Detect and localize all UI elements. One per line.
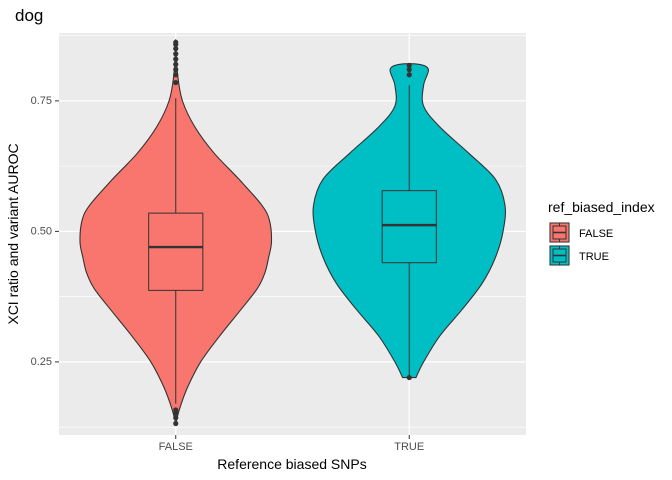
x-tick-label: TRUE [394,441,424,453]
y-tick-label: 0.75 [31,95,52,107]
outlier-point [173,66,179,73]
outlier-point [173,415,179,421]
x-tick-label: FALSE [159,441,193,453]
legend-key-true [549,245,570,266]
outlier-point [173,407,179,413]
outlier-point [173,56,179,62]
chart-title: dog [15,6,43,25]
outlier-point [406,66,412,73]
outlier-point [173,79,179,86]
outlier-point [173,39,179,45]
outlier-point [406,62,412,68]
outlier-point [173,51,179,57]
outlier-point [173,61,179,67]
x-axis-title: Reference biased SNPs [217,456,366,472]
outlier-point [406,72,412,78]
axis-ticks [55,100,410,439]
outlier-point [173,72,179,78]
y-tick-label: 0.25 [31,356,52,368]
outlier-points [173,39,412,427]
legend-title: ref_biased_index [548,199,655,215]
legend-label-true: TRUE [579,251,609,263]
y-axis-title: XCI ratio and variant AUROC [5,143,21,324]
legend: ref_biased_index FALSE TRUE [548,199,655,266]
legend-label-false: FALSE [579,228,613,240]
y-tick-label: 0.50 [31,225,52,237]
outlier-point [406,374,412,381]
boxplots [148,85,437,404]
box-false [148,212,204,291]
box-true [381,190,437,264]
outlier-point [173,420,179,427]
legend-key-false [549,222,570,243]
outlier-point [173,46,179,52]
